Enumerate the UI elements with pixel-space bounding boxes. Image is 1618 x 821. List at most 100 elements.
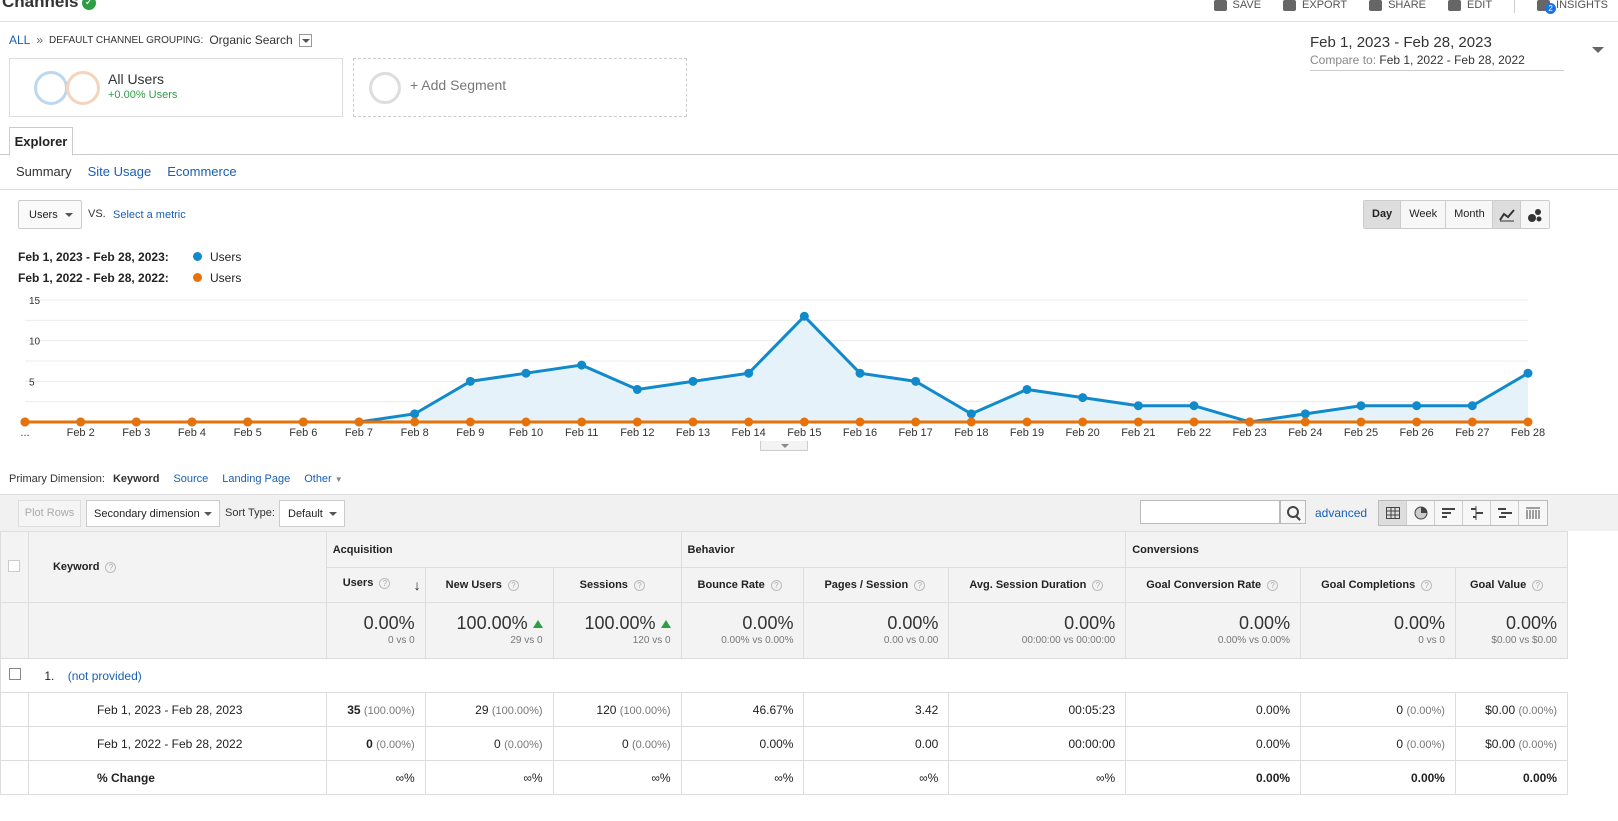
sort-type-dropdown[interactable]: Default: [279, 500, 345, 527]
granularity-week-button[interactable]: Week: [1401, 201, 1447, 228]
x-tick-label: Feb 9: [456, 427, 484, 439]
subtab-ecommerce[interactable]: Ecommerce: [167, 164, 237, 179]
data-point: [1523, 417, 1533, 427]
tab-explorer[interactable]: Explorer: [9, 127, 73, 156]
subtabs: Summary Site Usage Ecommerce: [16, 164, 237, 179]
breadcrumb-all-link[interactable]: ALL: [9, 33, 31, 47]
search-icon[interactable]: [1280, 500, 1306, 524]
data-point: [20, 417, 30, 427]
row-keyword-link[interactable]: (not provided): [67, 669, 142, 683]
line-chart-icon: [1498, 208, 1515, 221]
select-all-checkbox[interactable]: [8, 559, 21, 572]
edit-label: EDIT: [1466, 0, 1493, 11]
totals-row: 0.00% 0 vs 0 100.00% 29 vs 0 100.00% 120 vs…: [0, 602, 1569, 659]
col-sessions[interactable]: Sessions?: [552, 567, 682, 603]
row-cell: $0.00 (0.00%): [1454, 692, 1569, 727]
comparison-view-button[interactable]: [1463, 501, 1491, 525]
date-range-caret-icon[interactable]: [1592, 47, 1604, 53]
subtab-site-usage[interactable]: Site Usage: [87, 164, 152, 179]
edit-button[interactable]: EDIT: [1447, 0, 1493, 13]
pivot-view-button[interactable]: [1519, 501, 1547, 525]
row-keyword-cell: 1. (not provided): [0, 658, 327, 693]
col-label: Goal Value: [1469, 579, 1527, 591]
users-line-chart[interactable]: 5 10 15... Feb 2 Feb 3 Feb 4 Feb 5 Feb 6 Feb 7 Fe…: [0, 285, 1568, 445]
table-row: Feb 1, 2022 - Feb 28, 2022 0 (0.00%) 0 (0.…: [0, 726, 1569, 761]
x-tick-label: Feb 28: [1511, 427, 1545, 439]
y-tick-label: 15: [29, 296, 41, 307]
row-blank: [0, 760, 29, 795]
select-metric-link[interactable]: Select a metric: [113, 209, 186, 221]
col-pages-session[interactable]: Pages / Session?: [803, 567, 950, 603]
advanced-filter-link[interactable]: advanced: [1315, 506, 1368, 520]
motion-chart-button[interactable]: [1521, 201, 1549, 228]
table-body: Feb 1, 2023 - Feb 28, 2023 35 (100.00%) 29…: [0, 692, 1569, 795]
cell-value: 0.00%: [759, 736, 794, 751]
insights-button[interactable]: 2 INSIGHTS: [1537, 0, 1608, 14]
dimension-landing-page[interactable]: Landing Page: [222, 473, 291, 485]
total-sessions: 100.00% 120 vs 0: [552, 602, 682, 659]
cell-percent: (100.00%): [363, 704, 415, 717]
segment-all-users[interactable]: All Users +0.00% Users: [9, 58, 343, 117]
add-segment-button[interactable]: + Add Segment: [353, 58, 687, 117]
granularity-month-button[interactable]: Month: [1446, 201, 1493, 228]
plot-rows-button[interactable]: Plot Rows: [18, 500, 81, 527]
data-point: [688, 417, 698, 427]
line-chart-button[interactable]: [1493, 201, 1521, 228]
dimension-source[interactable]: Source: [173, 473, 209, 485]
col-avg-session-duration[interactable]: Avg. Session Duration?: [948, 567, 1127, 603]
dimension-keyword[interactable]: Keyword: [112, 473, 160, 485]
col-bounce-rate[interactable]: Bounce Rate?: [680, 567, 805, 603]
col-goal-conversion-rate[interactable]: Goal Conversion Rate?: [1125, 567, 1302, 603]
granularity-day-button[interactable]: Day: [1364, 201, 1402, 228]
table-controls: Plot Rows Secondary dimension Sort Type:…: [0, 494, 1618, 531]
cell-value: 29: [475, 702, 489, 717]
grouping-dropdown-button[interactable]: [298, 33, 312, 47]
total-value: 0.00%: [1239, 613, 1291, 633]
performance-view-button[interactable]: [1435, 501, 1463, 525]
col-label: Sessions: [579, 579, 628, 591]
x-tick-label: Feb 21: [1121, 427, 1155, 439]
col-users[interactable]: Users? ↓: [325, 567, 426, 603]
col-new-users[interactable]: New Users?: [424, 567, 554, 603]
data-point: [187, 417, 197, 427]
data-table-view-button[interactable]: [1379, 501, 1407, 525]
row-cell: ∞%: [552, 760, 682, 795]
help-icon: ?: [507, 579, 519, 591]
grid-icon: [1385, 507, 1400, 519]
total-goal-completions: 0.00% 0 vs 0: [1300, 602, 1456, 659]
row-cell: 0 (0.00%): [552, 726, 682, 761]
row-cell: 120 (100.00%): [552, 692, 682, 727]
cell-percent: (0.00%): [1406, 738, 1445, 751]
date-range-selector[interactable]: Feb 1, 2023 - Feb 28, 2023 Compare to: F…: [1310, 34, 1564, 71]
data-point: [1523, 368, 1533, 378]
data-point: [799, 417, 809, 427]
table-row: 1. (not provided): [0, 658, 1568, 693]
chart-collapse-handle[interactable]: [760, 441, 808, 451]
term-cloud-view-button[interactable]: [1491, 501, 1519, 525]
secondary-dimension-dropdown[interactable]: Secondary dimension: [86, 500, 220, 527]
cell-value: 0.00%: [1256, 770, 1291, 785]
col-goal-completions[interactable]: Goal Completions?: [1300, 567, 1456, 603]
export-button[interactable]: EXPORT: [1283, 0, 1347, 13]
data-point: [1078, 417, 1088, 427]
export-label: EXPORT: [1302, 0, 1348, 11]
subtab-summary[interactable]: Summary: [16, 164, 72, 179]
col-goal-value[interactable]: Goal Value?: [1454, 567, 1569, 603]
table-search-input[interactable]: [1140, 500, 1280, 524]
chevron-down-icon: ▼: [334, 475, 343, 484]
share-button[interactable]: SHARE: [1369, 0, 1426, 13]
breadcrumb: ALL » DEFAULT CHANNEL GROUPING: Organic …: [9, 33, 312, 47]
legend-dot: [193, 273, 202, 282]
segment-percent: +0.00% Users: [108, 89, 178, 101]
save-button[interactable]: SAVE: [1213, 0, 1261, 13]
segment-name: All Users: [108, 71, 165, 87]
report-toolbar: SAVE EXPORT SHARE EDIT 2 INSIGHTS: [1213, 0, 1608, 14]
data-point: [911, 417, 921, 427]
row-checkbox[interactable]: [9, 668, 21, 680]
pie-view-button[interactable]: [1407, 501, 1435, 525]
cell-value: 0.00%: [1522, 770, 1557, 785]
metric-dropdown[interactable]: Users: [18, 200, 82, 229]
y-tick-label: 5: [29, 377, 35, 388]
keyword-header[interactable]: Keyword?: [27, 531, 327, 603]
dimension-other[interactable]: Other ▼: [304, 473, 343, 485]
